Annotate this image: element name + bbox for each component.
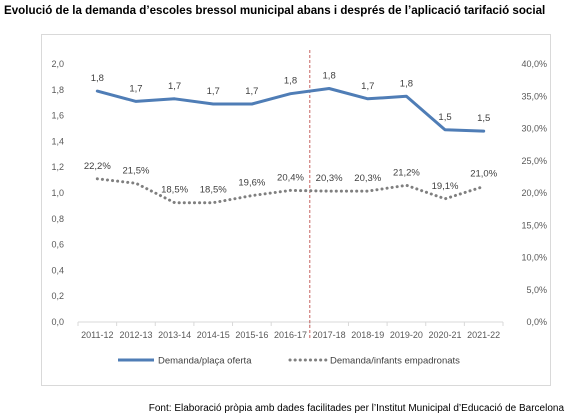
x-tick-label: 2020-21 bbox=[429, 330, 462, 340]
y-left-tick-label: 0,8 bbox=[51, 214, 64, 224]
data-label: 1,8 bbox=[400, 78, 413, 89]
series-line-2 bbox=[95, 177, 486, 205]
x-tick-label: 2016-17 bbox=[274, 330, 307, 340]
x-tick-label: 2019-20 bbox=[390, 330, 423, 340]
x-tick-label: 2017-18 bbox=[313, 330, 346, 340]
x-tick-label: 2021-22 bbox=[467, 330, 500, 340]
x-tick-label: 2012-13 bbox=[119, 330, 152, 340]
data-label: 1,7 bbox=[129, 83, 142, 94]
data-label: 20,3% bbox=[354, 173, 381, 184]
data-label: 20,3% bbox=[316, 173, 343, 184]
x-tick-label: 2015-16 bbox=[235, 330, 268, 340]
line-chart: 0,0 0,2 0,4 0,6 0,8 1,0 1,2 1,4 1,6 1,8 2,0 0,0% 5,0… bbox=[51, 50, 547, 367]
data-label: 21,2% bbox=[393, 167, 420, 178]
data-label: 1,7 bbox=[361, 81, 374, 92]
y-right-tick-label: 10,0% bbox=[521, 253, 547, 263]
y-right-tick-label: 0,0% bbox=[526, 317, 547, 327]
data-label: 1,8 bbox=[284, 76, 297, 87]
y-right-tick-label: 40,0% bbox=[521, 59, 547, 69]
y-left-tick-label: 1,6 bbox=[51, 111, 64, 121]
data-label: 18,5% bbox=[161, 185, 188, 196]
data-label: 21,0% bbox=[470, 169, 497, 180]
y-left-tick-label: 2,0 bbox=[51, 59, 64, 69]
y-right-tick-label: 30,0% bbox=[521, 124, 547, 134]
data-label: 1,5 bbox=[438, 112, 451, 123]
x-tick-label: 2013-14 bbox=[158, 330, 191, 340]
series-line-1 bbox=[95, 87, 486, 133]
x-tick-label: 2014-15 bbox=[197, 330, 230, 340]
series-group bbox=[95, 87, 486, 205]
legend: Demanda/plaça oferta Demanda/infants empa… bbox=[118, 356, 460, 367]
y-left-tick-label: 0,4 bbox=[51, 265, 64, 275]
y-left-tick-label: 1,0 bbox=[51, 188, 64, 198]
y-left-tick-label: 1,2 bbox=[51, 162, 64, 172]
y-left-tick-label: 0,0 bbox=[51, 317, 64, 327]
data-label: 1,5 bbox=[477, 113, 490, 124]
x-tick-label: 2011-12 bbox=[81, 330, 113, 340]
y-right-tick-label: 5,0% bbox=[526, 285, 547, 295]
source-note: Font: Elaboració pròpia amb dades facili… bbox=[148, 403, 564, 414]
y-right-tick-label: 35,0% bbox=[521, 91, 547, 101]
axes-group: 0,0 0,2 0,4 0,6 0,8 1,0 1,2 1,4 1,6 1,8 2,0 0,0% 5,0… bbox=[51, 59, 547, 340]
legend-label-1: Demanda/plaça oferta bbox=[158, 356, 252, 367]
y-left-tick-label: 1,4 bbox=[51, 136, 64, 146]
data-label: 22,2% bbox=[84, 161, 111, 172]
data-label: 20,4% bbox=[277, 172, 304, 183]
data-label: 1,8 bbox=[323, 71, 336, 82]
data-labels-group: 1,8 1,7 1,7 1,7 1,7 1,8 1,8 1,7 1,8 1,5 1,5 22,2% 21… bbox=[84, 71, 498, 196]
x-tick-label: 2018-19 bbox=[351, 330, 384, 340]
data-label: 21,5% bbox=[122, 165, 149, 176]
chart-frame bbox=[41, 34, 551, 386]
chart-title: Evolució de la demanda d’escoles bressol… bbox=[4, 4, 546, 17]
y-right-tick-label: 20,0% bbox=[521, 188, 547, 198]
y-right-tick-label: 25,0% bbox=[521, 156, 547, 166]
data-label: 18,5% bbox=[200, 185, 227, 196]
data-label: 19,1% bbox=[432, 181, 459, 192]
y-left-tick-label: 0,2 bbox=[51, 291, 64, 301]
y-left-tick-label: 1,8 bbox=[51, 85, 64, 95]
data-label: 1,7 bbox=[245, 86, 258, 97]
y-left-tick-label: 0,6 bbox=[51, 240, 64, 250]
data-label: 1,8 bbox=[91, 73, 104, 84]
legend-label-2: Demanda/infants empadronats bbox=[330, 356, 460, 367]
data-label: 19,6% bbox=[238, 178, 265, 189]
y-right-tick-label: 15,0% bbox=[521, 220, 547, 230]
data-label: 1,7 bbox=[207, 86, 220, 97]
data-label: 1,7 bbox=[168, 81, 181, 92]
